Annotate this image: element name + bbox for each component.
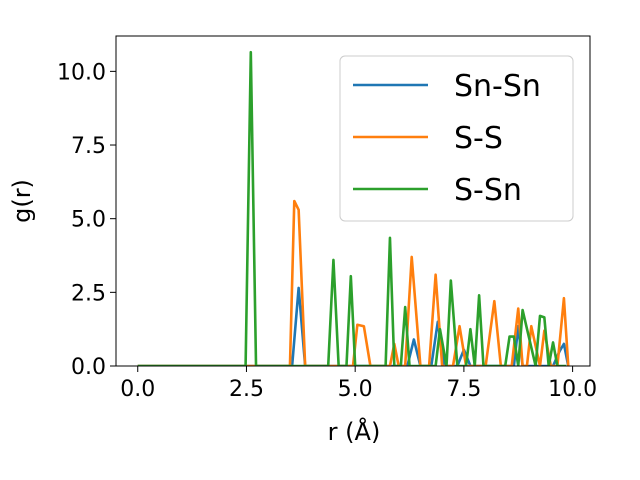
y-tick-label: 10.0 [57,60,106,85]
x-tick-label: 7.5 [446,377,481,402]
y-axis-label: g(r) [8,179,36,223]
y-tick-label: 0.0 [71,355,106,380]
series-line-s-s [137,199,570,366]
legend-label-s-s: S-S [454,121,503,156]
y-tick-label: 2.5 [71,281,106,306]
legend-label-sn-sn: Sn-Sn [454,69,541,104]
axes-layer: 0.0 2.5 5.0 7.5 10.0 0.0 2.5 5.0 7.5 10.0 [57,35,597,402]
y-tick-label: 7.5 [71,134,106,159]
x-tick-label: 0.0 [120,377,155,402]
legend: Sn-Sn S-S S-Sn [339,55,574,222]
series-line-s-sn [137,50,567,366]
legend-label-s-sn: S-Sn [454,173,522,208]
x-tick-label: 5.0 [338,377,373,402]
x-axis-label: r (Å) [328,417,381,446]
y-tick-label: 5.0 [71,208,106,233]
series-layer [137,50,570,366]
axes-frame [115,35,591,367]
legend-box [339,55,574,222]
x-tick-label: 2.5 [229,377,264,402]
x-tick-label: 10.0 [548,377,597,402]
